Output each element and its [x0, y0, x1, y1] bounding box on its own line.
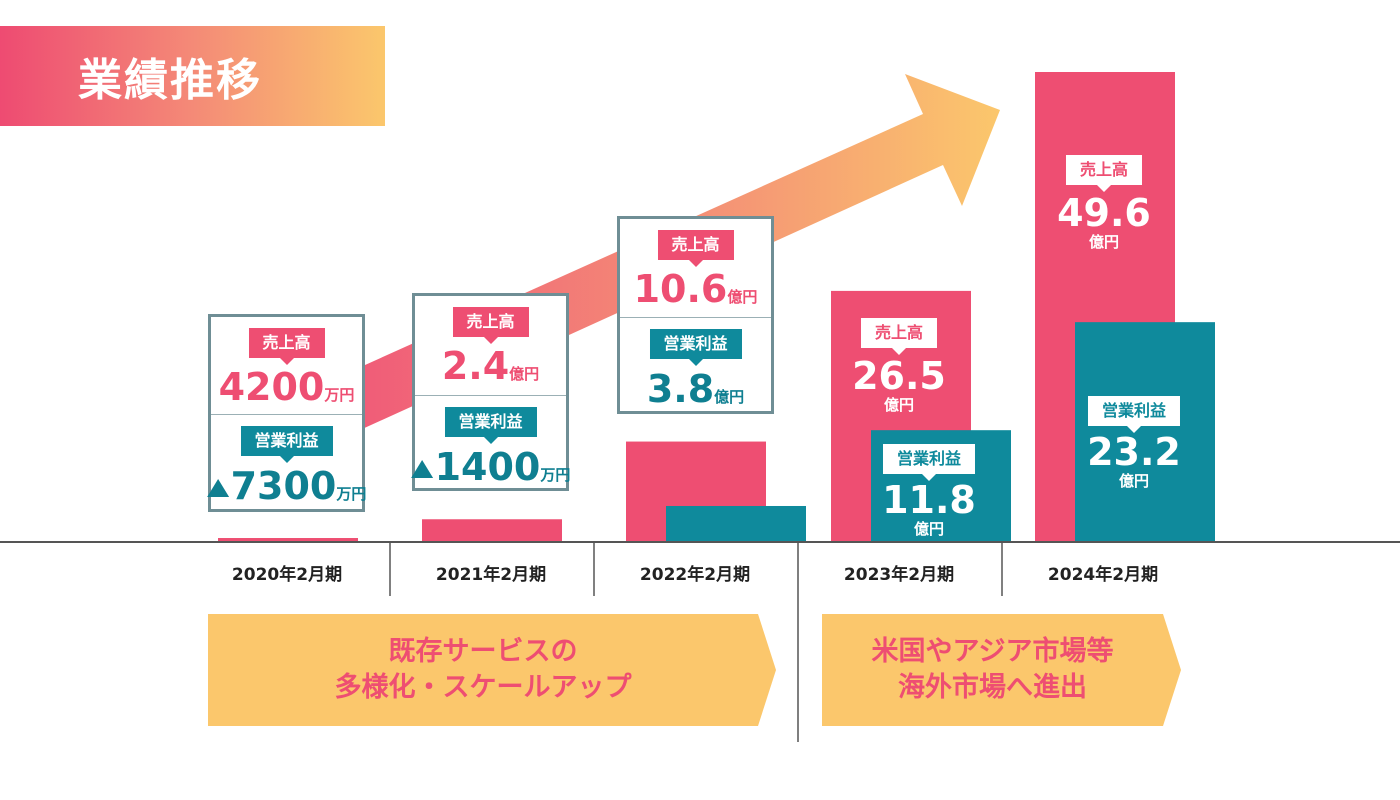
value-callout-box: 売上高 2.4億円営業利益 1400万円 [410, 293, 571, 491]
profit-value-unit: 万円 [336, 485, 367, 503]
profit-value-number: 11.8 [882, 478, 976, 522]
sales-value: 2.4億円 [442, 344, 539, 388]
phase-line: 既存サービスの [388, 636, 578, 667]
profit-value-unit: 億円 [913, 520, 945, 538]
phase-line: 海外市場へ進出 [897, 672, 1087, 703]
series-tag: 売上高 [657, 230, 734, 267]
profit-value-unit: 億円 [1118, 472, 1150, 490]
period-label: 2020年2月期 [231, 565, 343, 585]
profit-bar [666, 505, 806, 542]
sales-value: 26.5 億円 [852, 356, 946, 414]
value-callout-box: 売上高 4200万円 営業利益 7300万円 [206, 314, 367, 512]
period-label: 2024年2月期 [1047, 565, 1159, 585]
profit-bar [1075, 322, 1215, 542]
profit-value: 11.8 億円 [882, 480, 976, 538]
title-banner [0, 26, 385, 126]
series-tag: 営業利益 [240, 426, 333, 463]
series-tag: 営業利益 [444, 407, 537, 444]
profit-value-number: 23.2 [1087, 430, 1181, 474]
profit-value: 1400万円 [410, 445, 571, 489]
sales-value-number: 2.4 [441, 344, 510, 388]
profit-value-unit: 万円 [540, 466, 571, 484]
sales-value-number: 4200 [218, 365, 325, 409]
series-tag: 売上高 [452, 307, 529, 344]
negative-triangle-icon [410, 460, 433, 478]
callout-divider [620, 317, 771, 318]
sales-value-number: 49.6 [1057, 191, 1151, 235]
series-tag: 営業利益 [882, 444, 976, 481]
phase-arrow-1 [208, 614, 776, 726]
sales-value-unit: 億円 [1088, 233, 1120, 251]
sales-value: 4200万円 [219, 365, 355, 409]
profit-value-number: 1400 [434, 445, 541, 489]
phase-text-1: 既存サービスの多様化・スケールアップ [208, 614, 758, 726]
sales-value-number: 26.5 [852, 354, 946, 398]
sales-value-unit: 億円 [883, 396, 915, 414]
sales-bar [422, 519, 562, 542]
phase-text-2: 米国やアジア市場等 海外市場へ進出 [822, 614, 1163, 726]
phase-arrow-2 [822, 614, 1181, 726]
period-label: 2022年2月期 [639, 565, 751, 585]
profit-value: 3.8億円 [647, 367, 744, 411]
phase-line: 多様化・スケールアップ [334, 672, 632, 703]
callout-divider [211, 414, 362, 415]
series-tag: 営業利益 [1087, 396, 1181, 433]
profit-value-number: 7300 [230, 464, 337, 508]
sales-value-unit: 億円 [509, 365, 540, 383]
sales-value-number: 10.6 [633, 267, 728, 311]
profit-value-number: 3.8 [646, 367, 715, 411]
profit-value: 7300万円 [206, 464, 367, 508]
series-tag: 売上高 [248, 328, 325, 365]
negative-triangle-icon [206, 479, 229, 497]
phase-line: 米国やアジア市場等 [871, 636, 1114, 667]
period-label: 2021年2月期 [435, 565, 547, 585]
period-label: 2023年2月期 [843, 565, 955, 585]
series-tag: 売上高 [1065, 155, 1143, 192]
page-title: 業績推移 [78, 55, 262, 106]
sales-value: 49.6 億円 [1057, 193, 1151, 251]
sales-value-unit: 万円 [324, 386, 355, 404]
profit-value: 23.2 億円 [1087, 432, 1181, 490]
sales-value-unit: 億円 [727, 288, 758, 306]
callout-divider [415, 395, 566, 396]
series-tag: 売上高 [860, 318, 938, 355]
value-callout-box: 売上高 10.6億円 営業利益 3.8億円 [617, 216, 774, 414]
series-tag: 営業利益 [649, 329, 742, 366]
profit-value-unit: 億円 [714, 388, 745, 406]
sales-value: 10.6億円 [634, 267, 758, 311]
sales-bar [218, 538, 358, 542]
